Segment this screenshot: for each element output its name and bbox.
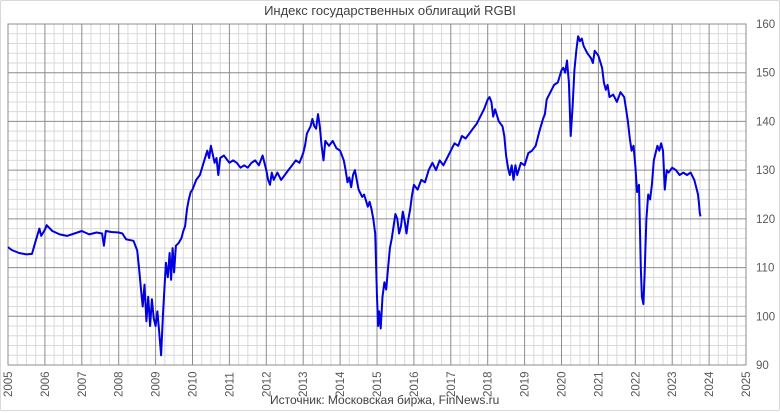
y-tick-label: 140 xyxy=(756,116,775,128)
y-axis-labels: 90 100 110 120 130 140 150 160 xyxy=(756,19,775,372)
x-tick-label: 2019 xyxy=(520,371,532,397)
y-tick-label: 150 xyxy=(756,68,775,80)
x-tick-label: 2024 xyxy=(704,371,716,397)
x-axis-labels: 2005 2006 2007 2008 2009 2010 2011 2012 2013 2014… xyxy=(3,371,753,397)
x-tick-label: 2017 xyxy=(446,371,458,397)
x-tick-label: 2021 xyxy=(593,371,605,397)
x-tick-label: 2005 xyxy=(3,371,15,397)
x-tick-label: 2020 xyxy=(557,371,569,397)
x-tick-label: 2025 xyxy=(741,371,753,397)
x-tick-label: 2022 xyxy=(630,371,642,397)
x-tick-label: 2018 xyxy=(483,371,495,397)
y-tick-label: 100 xyxy=(756,311,775,323)
source-caption: Источник: Московская биржа, FinNews.ru xyxy=(270,393,500,407)
x-tick-label: 2008 xyxy=(114,371,126,397)
chart-title: Индекс государственных облигаций RGBI xyxy=(264,3,516,18)
x-tick-label: 2011 xyxy=(224,372,236,397)
y-tick-label: 130 xyxy=(756,165,775,177)
major-grid xyxy=(8,24,746,365)
x-tick-label: 2009 xyxy=(151,371,163,397)
x-tick-label: 2006 xyxy=(40,371,52,397)
x-tick-label: 2023 xyxy=(667,371,679,397)
y-tick-label: 90 xyxy=(756,360,769,372)
y-tick-label: 120 xyxy=(756,214,775,226)
rgbi-series-line xyxy=(7,35,702,357)
x-tick-label: 2012 xyxy=(261,371,273,397)
plot-area-border xyxy=(7,23,747,366)
x-tick-label: 2007 xyxy=(77,371,89,397)
x-tick-label: 2016 xyxy=(409,371,421,397)
x-tick-label: 2015 xyxy=(372,371,384,397)
x-tick-label: 2010 xyxy=(188,371,200,397)
x-tick-label: 2013 xyxy=(298,371,310,397)
x-tick-label: 2014 xyxy=(335,371,347,397)
y-tick-label: 160 xyxy=(756,19,775,31)
y-tick-label: 110 xyxy=(756,263,774,275)
